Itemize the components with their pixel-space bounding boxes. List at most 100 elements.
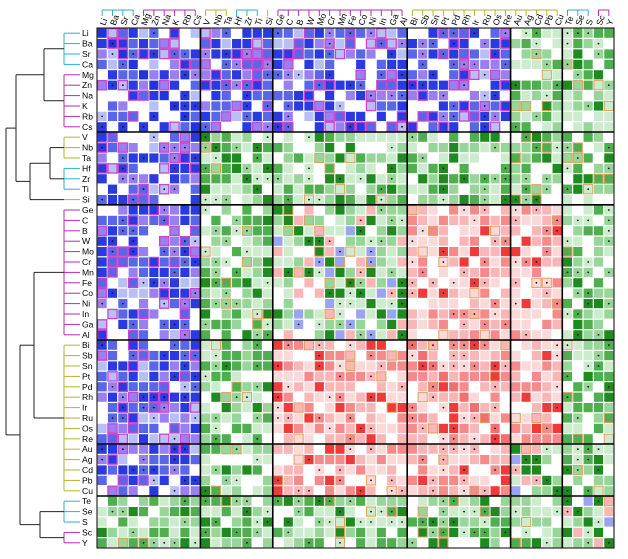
- heatmap-cell: [304, 392, 314, 402]
- significance-dot: [370, 333, 372, 336]
- significance-dot: [432, 365, 434, 367]
- heatmap-cell: [263, 91, 273, 101]
- significance-dot: [256, 344, 259, 347]
- heatmap-cell: [397, 413, 407, 423]
- heatmap-cell: [128, 403, 138, 413]
- heatmap-cell: [232, 153, 242, 163]
- significance-dot: [463, 469, 465, 471]
- significance-dot: [152, 396, 155, 399]
- significance-dot: [235, 302, 238, 305]
- heatmap-cell: [149, 455, 159, 465]
- heatmap-cell: [293, 433, 304, 444]
- heatmap-cell: [428, 444, 438, 454]
- heatmap-cell: [541, 142, 552, 153]
- heatmap-cell: [211, 111, 221, 121]
- heatmap-cell: [169, 70, 180, 80]
- heatmap-cell: [211, 28, 221, 38]
- significance-dot: [225, 240, 228, 243]
- heatmap-cell: [376, 413, 386, 423]
- significance-dot: [101, 458, 104, 461]
- heatmap-cell: [376, 434, 386, 444]
- significance-dot: [328, 240, 331, 243]
- heatmap-cell: [500, 371, 510, 381]
- significance-dot: [473, 365, 476, 367]
- heatmap-cell: [138, 299, 149, 309]
- heatmap-cell: [345, 184, 355, 194]
- significance-dot: [390, 271, 393, 274]
- heatmap-cell: [562, 455, 573, 465]
- heatmap-cell: [500, 205, 510, 215]
- significance-dot: [328, 73, 331, 76]
- significance-dot: [525, 188, 528, 191]
- significance-dot: [545, 427, 548, 430]
- heatmap-cell: [469, 122, 479, 132]
- heatmap-cell: [201, 70, 211, 80]
- heatmap-cell: [273, 267, 283, 277]
- significance-dot: [256, 365, 259, 367]
- row-label: Na: [82, 91, 93, 101]
- significance-dot: [390, 479, 393, 482]
- significance-dot: [442, 53, 445, 55]
- heatmap-cell: [252, 247, 262, 257]
- heatmap-cell: [490, 278, 500, 288]
- significance-dot: [525, 333, 528, 336]
- heatmap-cell: [294, 465, 304, 475]
- heatmap-cell: [128, 486, 138, 496]
- heatmap-cell: [158, 381, 170, 393]
- heatmap-cell: [293, 454, 304, 465]
- heatmap-cell: [366, 455, 376, 465]
- row-label: Ca: [82, 59, 93, 69]
- heatmap-cell: [148, 204, 160, 216]
- heatmap-cell: [490, 101, 500, 111]
- significance-dot: [173, 188, 176, 191]
- significance-dot: [349, 323, 352, 326]
- heatmap-cell: [511, 444, 521, 454]
- significance-dot: [339, 510, 341, 513]
- heatmap-cell: [490, 351, 500, 361]
- significance-dot: [235, 531, 238, 534]
- row-label: Ru: [82, 413, 93, 423]
- significance-dot: [473, 281, 476, 284]
- heatmap-cell: [593, 507, 604, 517]
- heatmap-cell: [201, 475, 211, 485]
- significance-dot: [370, 427, 372, 430]
- heatmap-cell: [96, 319, 108, 330]
- heatmap-cell: [242, 299, 252, 309]
- significance-dot: [183, 240, 186, 243]
- heatmap-cell: [190, 434, 200, 444]
- heatmap-cell: [158, 235, 170, 247]
- heatmap-cell: [511, 517, 521, 527]
- heatmap-cell: [407, 319, 417, 329]
- heatmap-cell: [366, 309, 376, 319]
- heatmap-cell: [593, 403, 604, 413]
- significance-dot: [421, 157, 424, 159]
- significance-dot: [576, 333, 579, 336]
- heatmap-cell: [252, 195, 262, 205]
- heatmap-cell: [252, 59, 263, 70]
- significance-dot: [566, 146, 569, 149]
- significance-dot: [359, 521, 362, 523]
- heatmap-cell: [366, 538, 376, 548]
- heatmap-cell: [97, 538, 107, 548]
- heatmap-cell: [345, 132, 355, 142]
- significance-dot: [266, 63, 269, 66]
- heatmap-cell: [407, 226, 417, 236]
- heatmap-cell: [190, 517, 200, 527]
- significance-dot: [152, 541, 155, 544]
- heatmap-cell: [603, 412, 614, 424]
- heatmap-cell: [211, 101, 221, 111]
- heatmap-cell: [552, 132, 562, 142]
- heatmap-cell: [190, 49, 200, 59]
- significance-dot: [101, 302, 104, 305]
- heatmap-cell: [469, 496, 479, 506]
- heatmap-cell: [345, 226, 355, 236]
- heatmap-cell: [159, 70, 169, 80]
- heatmap-cell: [273, 195, 283, 205]
- heatmap-cell: [159, 475, 169, 485]
- significance-dot: [225, 84, 228, 87]
- heatmap-cell: [252, 69, 263, 81]
- heatmap-cell: [169, 132, 180, 142]
- heatmap-cell: [169, 205, 180, 215]
- heatmap-cell: [345, 350, 356, 361]
- heatmap-cell: [542, 413, 552, 423]
